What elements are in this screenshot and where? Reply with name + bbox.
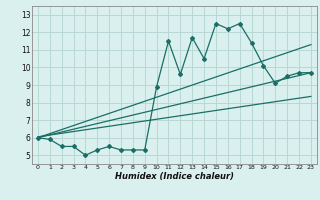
X-axis label: Humidex (Indice chaleur): Humidex (Indice chaleur)	[115, 172, 234, 181]
